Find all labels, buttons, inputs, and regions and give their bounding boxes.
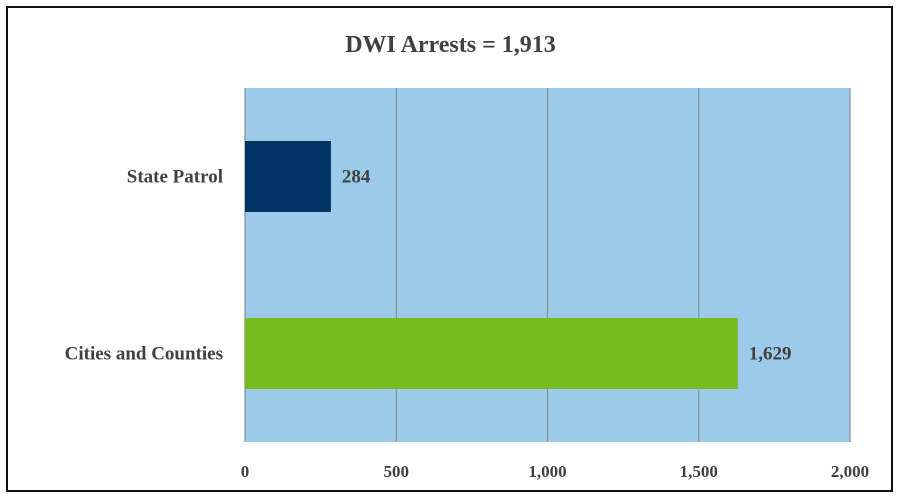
- category-label: Cities and Counties: [65, 344, 223, 365]
- data-labels: 284 1,629: [342, 167, 792, 365]
- x-tick-labels: 0 500 1,000 1,500 2,000: [241, 462, 869, 481]
- bar-cities-and-counties: [245, 318, 738, 389]
- x-tick-label: 2,000: [831, 462, 869, 481]
- x-tick-label: 1,000: [528, 462, 566, 481]
- category-label: State Patrol: [127, 167, 223, 188]
- bars: [245, 141, 738, 389]
- x-tick-label: 500: [384, 462, 410, 481]
- data-label: 284: [342, 167, 371, 188]
- chart-title: DWI Arrests = 1,913: [345, 32, 556, 58]
- data-label: 1,629: [749, 344, 792, 365]
- x-tick-label: 0: [241, 462, 250, 481]
- x-tick-label: 1,500: [680, 462, 718, 481]
- bar-state-patrol: [245, 141, 331, 212]
- category-labels: State Patrol Cities and Counties: [65, 167, 223, 365]
